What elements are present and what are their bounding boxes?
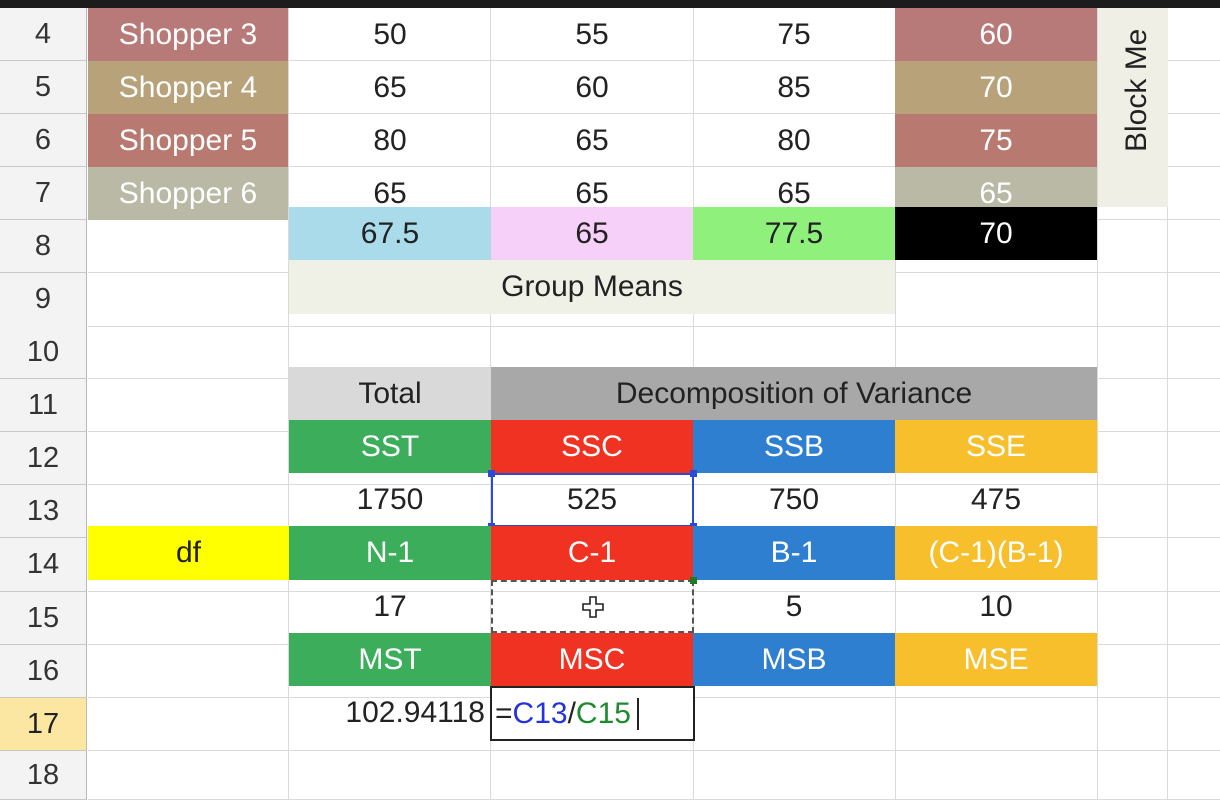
group-mean-3[interactable]: 77.5 xyxy=(693,207,895,260)
msc-formula-cell[interactable]: = C13/C15 xyxy=(490,686,695,741)
text-caret xyxy=(636,697,639,730)
shopper-name[interactable]: Shopper 4 xyxy=(88,61,288,114)
formula-reference-c15 xyxy=(491,580,694,633)
cell-select-cursor-icon xyxy=(582,596,604,618)
df-total-formula[interactable]: N-1 xyxy=(289,526,491,580)
row-header-5[interactable]: 5 xyxy=(0,61,87,114)
row-header-15[interactable]: 15 xyxy=(0,592,87,645)
sse-label[interactable]: SSE xyxy=(895,420,1097,473)
formula-slash: / xyxy=(567,696,576,730)
row-header-10[interactable]: 10 xyxy=(0,326,87,379)
shopper-value-col3[interactable]: 80 xyxy=(777,123,811,157)
mst-value[interactable]: 102.94118 xyxy=(345,695,485,729)
reference-handle[interactable] xyxy=(690,470,697,477)
spreadsheet-grid[interactable]: Block Me Shopper 3 50 55 75 60 Shopper 4 65 60 8… xyxy=(88,8,1220,800)
row-header-16[interactable]: 16 xyxy=(0,645,87,698)
msc-label[interactable]: MSC xyxy=(491,633,693,686)
row-header-8[interactable]: 8 xyxy=(0,220,87,273)
block-means-cell[interactable]: Block Me xyxy=(1098,8,1168,207)
shopper-block-mean[interactable]: 70 xyxy=(895,61,1097,114)
sst-label[interactable]: SST xyxy=(289,420,491,473)
shopper-value-col1[interactable]: 80 xyxy=(373,123,407,157)
reference-handle[interactable] xyxy=(488,470,495,477)
shopper-value-col3[interactable]: 85 xyxy=(777,70,811,104)
formula-equals: = xyxy=(495,696,513,730)
formula-text[interactable]: = C13/C15 xyxy=(492,688,693,739)
decomposition-header[interactable]: Decomposition of Variance xyxy=(491,367,1097,420)
df-label[interactable]: df xyxy=(88,526,289,580)
shopper-name[interactable]: Shopper 3 xyxy=(88,8,288,61)
window-top-bar xyxy=(0,0,1220,8)
row-header-6[interactable]: 6 xyxy=(0,114,87,167)
total-header[interactable]: Total xyxy=(289,367,491,420)
sse-value[interactable]: 475 xyxy=(970,482,1022,516)
mst-label[interactable]: MST xyxy=(289,633,491,686)
df-error-formula[interactable]: (C-1)(B-1) xyxy=(895,526,1097,580)
shopper-value-col3[interactable]: 65 xyxy=(777,176,811,210)
block-means-label: Block Me xyxy=(1120,28,1153,152)
shopper-value-col2[interactable]: 55 xyxy=(575,17,609,51)
row-header-4[interactable]: 4 xyxy=(0,8,87,61)
df-total-value[interactable]: 17 xyxy=(373,589,407,623)
shopper-value-col1[interactable]: 50 xyxy=(373,17,407,51)
row-header-14[interactable]: 14 xyxy=(0,538,87,592)
ssb-label[interactable]: SSB xyxy=(693,420,895,473)
df-column-formula[interactable]: C-1 xyxy=(491,526,693,580)
row-header-13[interactable]: 13 xyxy=(0,485,87,538)
shopper-name[interactable]: Shopper 6 xyxy=(88,167,288,220)
grand-mean[interactable]: 70 xyxy=(895,207,1097,260)
reference-handle[interactable] xyxy=(690,577,697,584)
df-error-value[interactable]: 10 xyxy=(979,589,1013,623)
mse-label[interactable]: MSE xyxy=(895,633,1097,686)
df-block-value[interactable]: 5 xyxy=(785,589,803,623)
shopper-value-col1[interactable]: 65 xyxy=(373,176,407,210)
shopper-value-col2[interactable]: 60 xyxy=(575,70,609,104)
shopper-name[interactable]: Shopper 5 xyxy=(88,114,288,167)
shopper-block-mean[interactable]: 60 xyxy=(895,8,1097,61)
row-header-9[interactable]: 9 xyxy=(0,273,87,327)
formula-ref-c15: C15 xyxy=(575,696,631,730)
row-header-11[interactable]: 11 xyxy=(0,379,87,432)
formula-reference-c13 xyxy=(491,473,694,527)
formula-ref-c13: C13 xyxy=(512,696,568,730)
row-header-18[interactable]: 18 xyxy=(0,751,87,800)
shopper-block-mean[interactable]: 75 xyxy=(895,114,1097,167)
group-mean-2[interactable]: 65 xyxy=(491,207,693,260)
ssc-value[interactable]: 525 xyxy=(566,482,618,516)
group-means-label[interactable]: Group Means xyxy=(289,260,895,314)
ssc-label[interactable]: SSC xyxy=(491,420,693,473)
row-header-12[interactable]: 12 xyxy=(0,432,87,485)
shopper-value-col2[interactable]: 65 xyxy=(575,123,609,157)
row-header-7[interactable]: 7 xyxy=(0,167,87,220)
group-mean-1[interactable]: 67.5 xyxy=(289,207,491,260)
sst-value[interactable]: 1750 xyxy=(356,482,424,516)
ssb-value[interactable]: 750 xyxy=(768,482,820,516)
df-block-formula[interactable]: B-1 xyxy=(693,526,895,580)
msb-label[interactable]: MSB xyxy=(693,633,895,686)
row-header-17[interactable]: 17 xyxy=(0,698,87,751)
shopper-value-col1[interactable]: 65 xyxy=(373,70,407,104)
shopper-value-col3[interactable]: 75 xyxy=(777,17,811,51)
shopper-value-col2[interactable]: 65 xyxy=(575,176,609,210)
row-headers: 4 5 6 7 8 9 10 11 12 13 14 15 16 17 18 xyxy=(0,8,88,800)
